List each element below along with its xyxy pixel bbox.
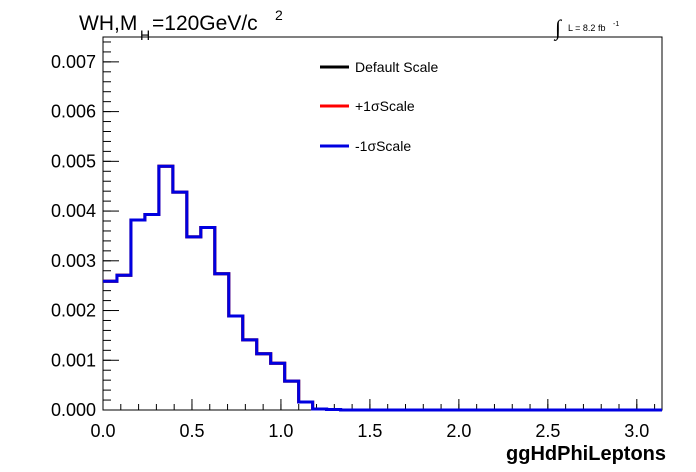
- luminosity-superscript: -1: [613, 21, 619, 28]
- legend-label-plus1sigma: +1σScale: [355, 98, 415, 114]
- y-tick-label: 0.005: [51, 151, 96, 171]
- chart-title-subscript: H: [140, 27, 150, 43]
- x-tick-label: 1.5: [357, 421, 382, 441]
- x-tick-label: 0.5: [179, 421, 204, 441]
- series-layer: [103, 164, 662, 412]
- x-tick-label: 1.0: [268, 421, 293, 441]
- legend-label-default: Default Scale: [355, 59, 438, 75]
- legend-label-minus1sigma: -1σScale: [355, 138, 411, 154]
- x-tick-label: 3.0: [624, 421, 649, 441]
- series-line-2: [103, 164, 662, 412]
- chart-title-superscript: 2: [275, 7, 283, 23]
- chart-title-rest: =120GeV/c: [152, 12, 258, 35]
- luminosity-label: L = 8.2 fb: [568, 23, 605, 33]
- x-tick-label: 2.0: [446, 421, 471, 441]
- integral-symbol: ∫: [553, 15, 563, 41]
- y-tick-label: 0.003: [51, 251, 96, 271]
- y-tick-label: 0.006: [51, 102, 96, 122]
- y-tick-label: 0.001: [51, 350, 96, 370]
- chart-title-main: WH,M: [79, 12, 137, 35]
- y-axis-ticks: 0.000 0.001 0.002 0.003 0.004 0.005 0.006 0.007: [51, 41, 119, 420]
- x-axis-title: ggHdPhiLeptons: [506, 443, 666, 465]
- x-tick-label: 2.5: [535, 421, 560, 441]
- y-tick-label: 0.007: [51, 52, 96, 72]
- x-axis-ticks: 0.0 0.5 1.0 1.5 2.0 2.5 3.0: [90, 399, 656, 441]
- y-tick-label: 0.000: [51, 400, 96, 420]
- legend: Default Scale +1σScale -1σScale: [320, 59, 438, 154]
- x-tick-label: 0.0: [90, 421, 115, 441]
- y-tick-label: 0.004: [51, 201, 96, 221]
- y-tick-label: 0.002: [51, 301, 96, 321]
